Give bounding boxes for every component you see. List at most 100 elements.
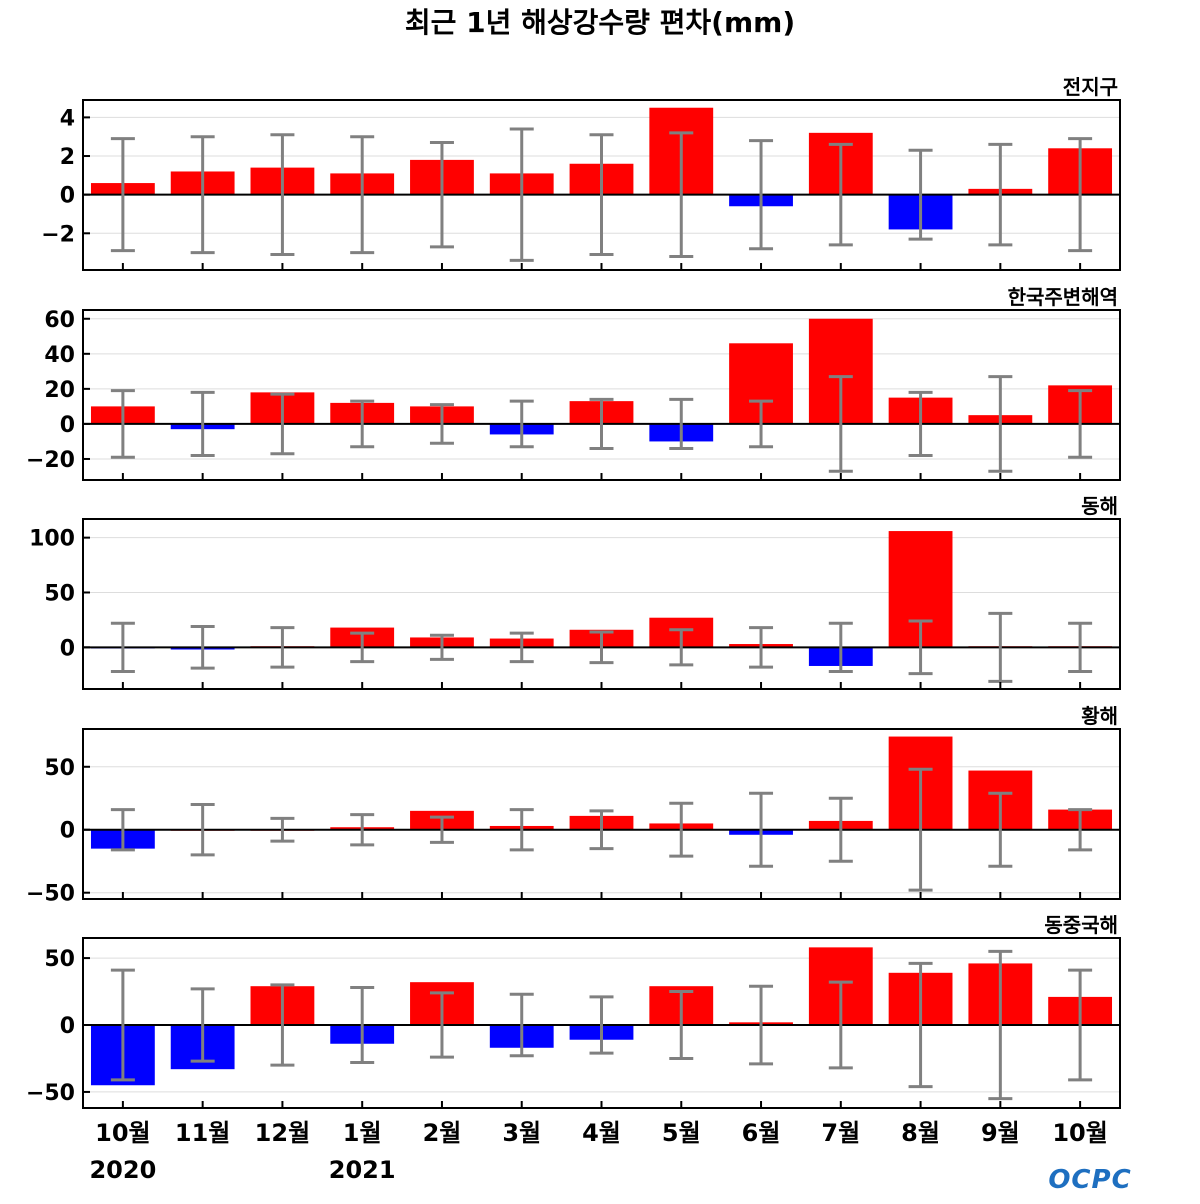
y-tick-label: 0 bbox=[60, 413, 75, 438]
error-bar bbox=[669, 801, 694, 858]
year-label: 2021 bbox=[329, 1156, 396, 1184]
x-tick-label: 6월 bbox=[742, 1119, 781, 1147]
error-bar bbox=[110, 621, 135, 673]
error-bar bbox=[908, 767, 933, 892]
y-tick-label: 100 bbox=[29, 527, 75, 552]
error-bar bbox=[509, 631, 534, 664]
error-bar bbox=[270, 816, 295, 843]
error-bar bbox=[749, 791, 774, 868]
y-tick-label: 50 bbox=[44, 756, 75, 781]
error-bar bbox=[270, 626, 295, 669]
panel-label: 동중국해 bbox=[1044, 913, 1118, 937]
panel-frame bbox=[82, 309, 1121, 481]
panel-2: 100 50 0 동해 bbox=[29, 494, 1121, 690]
error-bar bbox=[429, 815, 454, 844]
error-bar bbox=[110, 389, 135, 459]
error-bar bbox=[669, 628, 694, 667]
error-bar bbox=[110, 137, 135, 253]
x-tick-label: 10월 bbox=[95, 1119, 150, 1147]
panel-label: 한국주변해역 bbox=[1008, 285, 1118, 309]
error-bar bbox=[589, 133, 614, 257]
error-bar bbox=[828, 796, 853, 863]
x-tick-label: 12월 bbox=[255, 1119, 310, 1147]
error-bar bbox=[988, 611, 1013, 683]
x-tick-label: 9월 bbox=[981, 1119, 1020, 1147]
error-bar bbox=[429, 403, 454, 445]
error-bar bbox=[828, 375, 853, 473]
error-bar bbox=[589, 630, 614, 665]
panel-3: 50 0 −50 황해 bbox=[26, 704, 1121, 907]
y-tick-label: 40 bbox=[44, 343, 75, 368]
x-tick-label: 11월 bbox=[175, 1119, 230, 1147]
error-bar bbox=[350, 813, 375, 847]
error-bar bbox=[908, 148, 933, 241]
error-bar bbox=[110, 808, 135, 852]
x-tick-label: 4월 bbox=[582, 1119, 621, 1147]
error-bar bbox=[749, 626, 774, 669]
error-bar bbox=[350, 986, 375, 1064]
error-bar bbox=[190, 624, 215, 670]
chart-title: 최근 1년 해상강수량 편차(mm) bbox=[405, 6, 795, 39]
y-tick-label: 50 bbox=[44, 947, 75, 972]
x-tick-label: 5월 bbox=[662, 1119, 701, 1147]
error-bar bbox=[988, 949, 1013, 1101]
error-bar bbox=[270, 392, 295, 456]
error-bar bbox=[669, 397, 694, 450]
panel-label: 황해 bbox=[1081, 704, 1118, 728]
error-bar bbox=[190, 803, 215, 857]
error-bar bbox=[1068, 968, 1093, 1082]
error-bar bbox=[589, 995, 614, 1055]
y-tick-label: 60 bbox=[44, 308, 75, 333]
error-bar bbox=[908, 619, 933, 676]
error-bar bbox=[509, 127, 534, 262]
error-bar bbox=[828, 980, 853, 1070]
error-bar bbox=[190, 390, 215, 457]
error-bar bbox=[1068, 621, 1093, 673]
y-tick-label: 20 bbox=[44, 378, 75, 403]
error-bar bbox=[110, 968, 135, 1082]
y-tick-label: −2 bbox=[41, 222, 75, 247]
error-bar bbox=[988, 791, 1013, 868]
error-bar bbox=[589, 397, 614, 450]
y-tick-label: −20 bbox=[26, 448, 75, 473]
error-bar bbox=[828, 142, 853, 247]
error-bar bbox=[509, 808, 534, 852]
x-tick-label: 7월 bbox=[821, 1119, 860, 1147]
y-tick-label: 4 bbox=[60, 106, 75, 131]
error-bar bbox=[190, 987, 215, 1063]
y-tick-label: 50 bbox=[44, 581, 75, 606]
error-bar bbox=[509, 399, 534, 449]
error-bar bbox=[749, 399, 774, 449]
y-tick-label: 0 bbox=[60, 636, 75, 661]
panel-label: 동해 bbox=[1081, 494, 1118, 518]
panel-label: 전지구 bbox=[1063, 75, 1118, 99]
error-bar bbox=[1068, 808, 1093, 852]
y-tick-label: 0 bbox=[60, 184, 75, 209]
error-bar bbox=[988, 375, 1013, 473]
error-bar bbox=[1068, 137, 1093, 253]
error-bar bbox=[589, 809, 614, 851]
error-bar bbox=[429, 633, 454, 661]
error-bar bbox=[350, 135, 375, 255]
x-tick-label: 2월 bbox=[423, 1119, 462, 1147]
error-bar bbox=[429, 991, 454, 1059]
error-bar bbox=[669, 131, 694, 258]
y-tick-label: 2 bbox=[60, 145, 75, 170]
error-bar bbox=[1068, 389, 1093, 459]
ocpc-logo: OCPC bbox=[1048, 1165, 1131, 1195]
y-tick-label: 0 bbox=[60, 1014, 75, 1039]
panel-0: 4 2 0 −2 전지구 bbox=[41, 75, 1121, 271]
year-label: 2020 bbox=[89, 1156, 156, 1184]
panel-1: 60 40 20 0 −20 한국주변해역 bbox=[26, 285, 1121, 481]
x-tick-label: 10월 bbox=[1052, 1119, 1107, 1147]
error-bar bbox=[270, 133, 295, 257]
error-bar bbox=[908, 390, 933, 457]
y-tick-label: 0 bbox=[60, 819, 75, 844]
error-bar bbox=[509, 992, 534, 1058]
error-bar bbox=[270, 983, 295, 1067]
error-bar bbox=[669, 990, 694, 1060]
error-bar bbox=[350, 631, 375, 664]
y-tick-label: −50 bbox=[26, 1081, 75, 1106]
error-bar bbox=[749, 984, 774, 1066]
